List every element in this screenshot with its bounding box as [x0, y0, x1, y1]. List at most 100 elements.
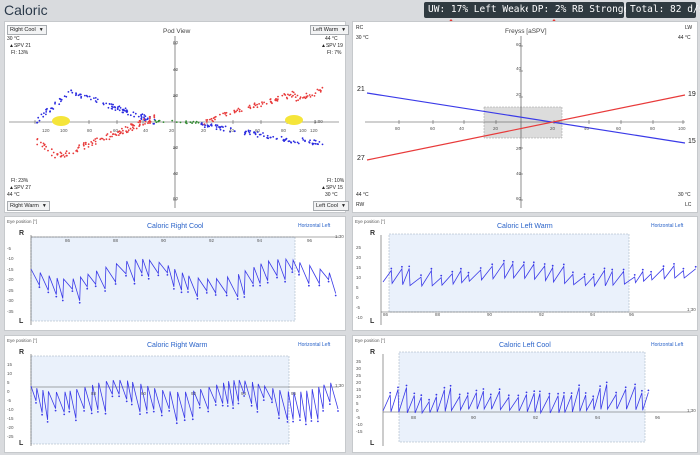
y-tick: -25 [7, 434, 14, 439]
beat-marker [94, 285, 97, 288]
data-point [133, 115, 136, 118]
data-point [153, 115, 156, 117]
total-text: Total: 82 d/s [630, 4, 700, 15]
data-point [283, 93, 286, 95]
eye-position-label: Eye position [°] [355, 338, 386, 343]
data-point [131, 129, 134, 132]
dp-status-badge[interactable]: DP: 2% RB Stronger✓ [528, 2, 645, 18]
horizontal-left-link[interactable]: Horizontal Left [651, 342, 684, 348]
left-warm-dropdown[interactable]: Left Warm ▼ [310, 25, 350, 35]
rc-label: RC [356, 25, 364, 31]
x-tick: 40 [459, 126, 465, 131]
horizontal-left-link[interactable]: Horizontal Left [298, 342, 331, 348]
data-point [175, 121, 178, 123]
trace-title: Caloric Right Warm [147, 342, 208, 349]
data-point [162, 121, 165, 123]
y-tick: 20 [173, 93, 179, 98]
data-point [304, 140, 306, 143]
beat-marker [405, 384, 408, 387]
data-point [110, 107, 113, 110]
x-tick: 20 [169, 128, 175, 133]
x-tick: 120 [42, 128, 50, 133]
right-warm-dropdown[interactable]: Right Warm ▼ [7, 201, 50, 211]
data-point [59, 151, 62, 154]
beat-marker [390, 267, 393, 270]
data-point [41, 145, 44, 148]
beat-marker [207, 410, 210, 413]
x-tick: 80 [395, 126, 401, 131]
data-point [110, 103, 113, 105]
beat-marker [310, 420, 313, 422]
y-tick: 25 [356, 245, 362, 250]
data-point [113, 106, 116, 108]
data-point [138, 124, 141, 127]
data-point [83, 142, 85, 144]
data-point [222, 112, 225, 115]
beat-marker [491, 263, 494, 266]
beat-marker [252, 284, 255, 287]
x-tick: 88 [411, 415, 417, 420]
data-point [63, 95, 66, 98]
x-tick: 86 [65, 238, 71, 243]
data-point [50, 154, 53, 157]
data-point [314, 142, 317, 145]
total-status-badge[interactable]: Total: 82 d/s✓ [626, 2, 700, 18]
y-tick: -20 [7, 425, 14, 430]
beat-marker [90, 412, 93, 415]
data-point [148, 119, 151, 122]
y-tick: -10 [7, 256, 14, 261]
beat-marker [226, 405, 229, 407]
beat-marker [682, 267, 685, 270]
horizontal-left-link[interactable]: Horizontal Left [651, 223, 684, 229]
data-point [118, 130, 121, 133]
beat-marker [286, 421, 289, 423]
beat-marker [35, 402, 37, 404]
beat-marker [250, 404, 253, 407]
trace-title: Caloric Left Cool [499, 342, 551, 349]
data-point [134, 112, 137, 115]
value-label: 15 [688, 138, 696, 145]
uw-text: UW: 17% Left Weaker [428, 4, 537, 15]
left-cool-dropdown[interactable]: Left Cool ▼ [313, 201, 349, 211]
data-point [261, 101, 263, 104]
axis-end-label: 1:30 [335, 383, 344, 388]
beat-marker [266, 281, 269, 284]
data-point [240, 110, 243, 112]
eye-position-label: Eye position [°] [355, 219, 386, 224]
data-point [119, 107, 122, 109]
data-point [42, 142, 45, 145]
data-point [185, 120, 188, 122]
data-point [254, 132, 257, 134]
data-point [192, 120, 195, 123]
data-point [75, 92, 77, 94]
x-tick: 96 [655, 415, 661, 420]
data-point [224, 113, 227, 115]
right-cool-dropdown[interactable]: Right Cool ▼ [7, 25, 47, 35]
data-point [124, 107, 127, 110]
beat-marker [125, 400, 128, 403]
beat-marker [443, 386, 446, 389]
y-tick: -15 [356, 429, 363, 434]
uw-status-badge[interactable]: UW: 17% Left Weaker✓ [424, 2, 546, 18]
x-tick: 86 [383, 312, 389, 317]
data-point [94, 143, 97, 145]
data-point [275, 99, 277, 102]
data-point [103, 138, 105, 141]
data-point [54, 101, 56, 104]
beat-marker [498, 388, 501, 391]
data-point [43, 143, 46, 146]
beat-marker [532, 261, 535, 264]
beat-marker [562, 263, 565, 266]
data-point [277, 95, 279, 98]
data-point [50, 148, 53, 151]
beat-marker [221, 404, 224, 407]
data-point [138, 119, 141, 122]
data-point [119, 132, 121, 135]
x-tick: 94 [595, 415, 601, 420]
beat-marker [157, 274, 160, 277]
x-tick: 92 [191, 391, 197, 396]
beat-marker [650, 270, 652, 273]
y-tick: -5 [356, 415, 361, 420]
horizontal-left-link[interactable]: Horizontal Left [298, 223, 331, 229]
trace-panel-right-cool: Eye position [°] Caloric Right Cool Hori… [4, 216, 346, 331]
